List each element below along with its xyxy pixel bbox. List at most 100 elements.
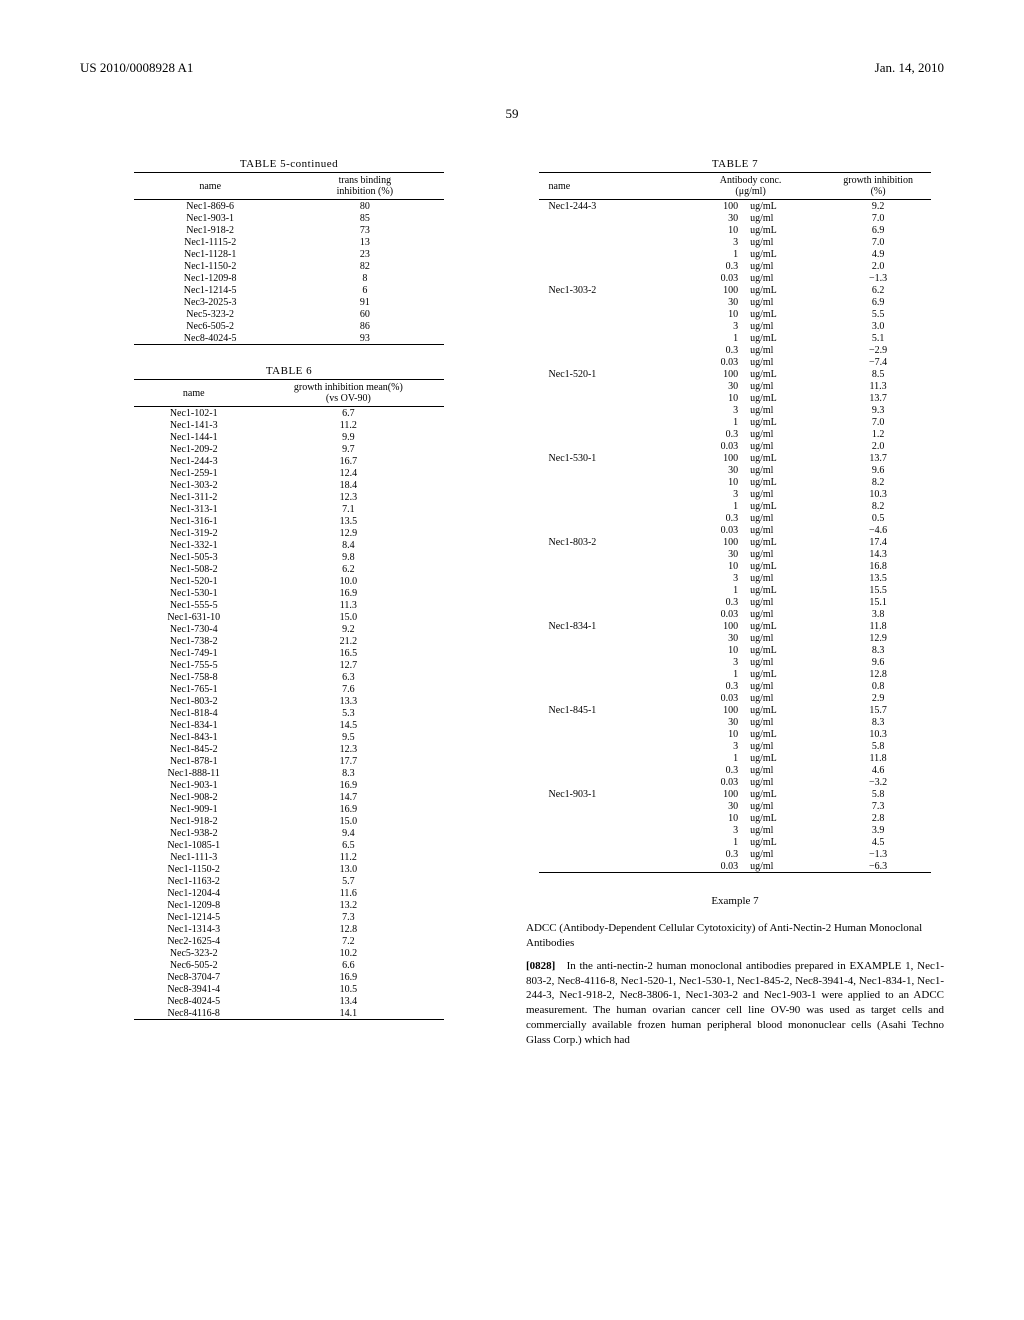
cell-conc-value: 0.03: [676, 608, 744, 620]
t7-h-name: name: [539, 173, 677, 200]
cell-conc-value: 0.03: [676, 860, 744, 873]
cell-name: [539, 476, 677, 488]
cell-gi: 6.2: [825, 284, 932, 296]
cell-conc-unit: ug/mL: [744, 224, 825, 236]
cell-conc-unit: ug/ml: [744, 464, 825, 476]
cell-value: 11.2: [253, 419, 444, 431]
cell-conc-unit: ug/mL: [744, 476, 825, 488]
cell-name: Nec1-311-2: [134, 491, 253, 503]
cell-name: Nec1-888-11: [134, 767, 253, 779]
t7-h-conc: Antibody conc. (μg/ml): [676, 173, 824, 200]
cell-conc-value: 3: [676, 236, 744, 248]
cell-conc-value: 3: [676, 488, 744, 500]
cell-conc-unit: ug/ml: [744, 260, 825, 272]
cell-name: [539, 764, 677, 776]
cell-gi: 2.8: [825, 812, 932, 824]
cell-name: Nec1-1209-8: [134, 899, 253, 911]
cell-value: 82: [286, 260, 444, 272]
cell-conc-value: 0.03: [676, 776, 744, 788]
cell-name: [539, 308, 677, 320]
cell-conc-value: 10: [676, 644, 744, 656]
table-row: 0.3ug/ml−2.9: [539, 344, 932, 356]
t7-h-gi: growth inhibition (%): [825, 173, 932, 200]
cell-name: Nec2-1625-4: [134, 935, 253, 947]
cell-value: 12.3: [253, 743, 444, 755]
table-row: Nec1-555-511.3: [134, 599, 443, 611]
table-row: Nec1-141-311.2: [134, 419, 443, 431]
cell-value: 6.7: [253, 407, 444, 420]
table-row: Nec5-323-260: [134, 308, 443, 320]
cell-gi: 1.2: [825, 428, 932, 440]
cell-gi: 9.3: [825, 404, 932, 416]
cell-value: 16.9: [253, 971, 444, 983]
cell-conc-value: 0.3: [676, 428, 744, 440]
table-row: Nec1-909-116.9: [134, 803, 443, 815]
cell-gi: 4.6: [825, 764, 932, 776]
table-row: Nec1-1314-312.8: [134, 923, 443, 935]
cell-conc-unit: ug/ml: [744, 680, 825, 692]
cell-name: [539, 224, 677, 236]
cell-conc-unit: ug/mL: [744, 392, 825, 404]
table-row: Nec8-4024-513.4: [134, 995, 443, 1007]
table-7: name Antibody conc. (μg/ml) growth inhib…: [539, 172, 932, 873]
cell-conc-unit: ug/ml: [744, 824, 825, 836]
cell-conc-unit: ug/ml: [744, 692, 825, 704]
cell-name: Nec1-908-2: [134, 791, 253, 803]
table-row: 30ug/ml9.6: [539, 464, 932, 476]
cell-gi: −4.6: [825, 524, 932, 536]
cell-name: [539, 776, 677, 788]
cell-gi: 10.3: [825, 728, 932, 740]
table-row: Nec1-1214-57.3: [134, 911, 443, 923]
table-row: Nec1-520-1100ug/mL8.5: [539, 368, 932, 380]
table-row: Nec1-311-212.3: [134, 491, 443, 503]
table-row: Nec1-908-214.7: [134, 791, 443, 803]
cell-value: 9.2: [253, 623, 444, 635]
cell-conc-value: 3: [676, 404, 744, 416]
table-row: 3ug/ml7.0: [539, 236, 932, 248]
table-row: 3ug/ml3.9: [539, 824, 932, 836]
cell-value: 85: [286, 212, 444, 224]
cell-gi: 11.8: [825, 620, 932, 632]
cell-name: Nec1-520-1: [134, 575, 253, 587]
table-row: 0.03ug/ml−7.4: [539, 356, 932, 368]
cell-conc-unit: ug/ml: [744, 320, 825, 332]
cell-name: Nec1-878-1: [134, 755, 253, 767]
table-row: 0.3ug/ml−1.3: [539, 848, 932, 860]
cell-gi: 11.8: [825, 752, 932, 764]
cell-conc-value: 30: [676, 716, 744, 728]
cell-name: [539, 848, 677, 860]
cell-conc-unit: ug/ml: [744, 380, 825, 392]
table-row: Nec1-303-2100ug/mL6.2: [539, 284, 932, 296]
cell-name: Nec1-918-2: [134, 815, 253, 827]
table-row: 10ug/mL6.9: [539, 224, 932, 236]
cell-conc-unit: ug/ml: [744, 296, 825, 308]
table-row: 1ug/mL15.5: [539, 584, 932, 596]
cell-gi: 9.6: [825, 656, 932, 668]
cell-value: 6.3: [253, 671, 444, 683]
cell-gi: −7.4: [825, 356, 932, 368]
cell-conc-value: 10: [676, 308, 744, 320]
cell-gi: 8.2: [825, 476, 932, 488]
cell-name: [539, 680, 677, 692]
cell-name: Nec1-244-3: [134, 455, 253, 467]
table-row: Nec1-631-1015.0: [134, 611, 443, 623]
table-row: Nec1-758-86.3: [134, 671, 443, 683]
cell-conc-unit: ug/ml: [744, 632, 825, 644]
cell-name: [539, 248, 677, 260]
cell-conc-value: 0.3: [676, 512, 744, 524]
cell-name: Nec1-631-10: [134, 611, 253, 623]
table-row: Nec8-3704-716.9: [134, 971, 443, 983]
cell-conc-value: 3: [676, 656, 744, 668]
cell-gi: 15.7: [825, 704, 932, 716]
table-row: Nec1-102-16.7: [134, 407, 443, 420]
cell-gi: 8.5: [825, 368, 932, 380]
cell-conc-unit: ug/mL: [744, 284, 825, 296]
cell-gi: 5.8: [825, 740, 932, 752]
table-row: Nec1-1163-25.7: [134, 875, 443, 887]
cell-name: Nec1-765-1: [134, 683, 253, 695]
cell-value: 17.7: [253, 755, 444, 767]
table-row: 10ug/mL16.8: [539, 560, 932, 572]
cell-conc-value: 10: [676, 476, 744, 488]
cell-conc-unit: ug/ml: [744, 488, 825, 500]
cell-conc-value: 100: [676, 452, 744, 464]
